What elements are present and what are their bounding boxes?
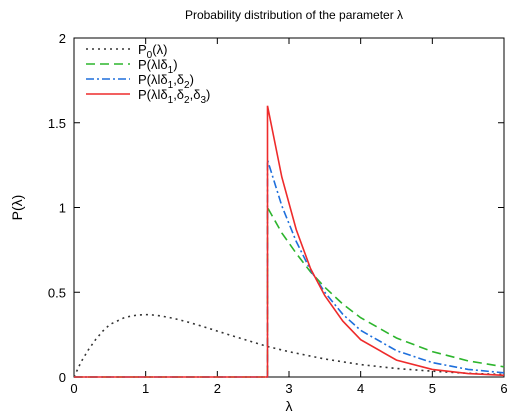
chart-title: Probability distribution of the paramete…: [185, 8, 403, 22]
x-tick-label-3: 3: [285, 381, 292, 396]
legend-label-3: P(λlδ1,δ2,δ3): [138, 87, 210, 106]
x-tick-label-4: 4: [357, 381, 364, 396]
posterior-3-series: [74, 105, 505, 378]
posterior-1-series: [74, 204, 505, 378]
posterior-2-series: [74, 159, 505, 378]
y-axis-label: P(λ): [9, 195, 25, 221]
y-tick-label-4: 2: [59, 31, 66, 46]
legend-label-2: P(λlδ1,δ2): [138, 72, 194, 91]
x-tick-label-1: 1: [142, 381, 149, 396]
x-tick-label-0: 0: [70, 381, 77, 396]
legend: P0(λ)P(λlδ1)P(λlδ1,δ2)P(λlδ1,δ2,δ3): [86, 42, 210, 106]
x-tick-label-6: 6: [500, 381, 507, 396]
x-axis-label: λ: [286, 398, 293, 414]
y-tick-label-0: 0: [59, 370, 66, 385]
x-tick-label-2: 2: [214, 381, 221, 396]
y-tick-label-3: 1.5: [48, 116, 66, 131]
y-tick-label-2: 1: [59, 201, 66, 216]
y-tick-label-1: 0.5: [48, 285, 66, 300]
legend-label-1: P(λlδ1): [138, 57, 178, 76]
legend-label-0: P0(λ): [138, 42, 167, 61]
series-layer: [73, 105, 505, 378]
tick-labels: 0 1 2 3 4 5 6 0 0.5 1 1.5 2: [48, 31, 508, 396]
prior-series: [73, 313, 505, 378]
axis-ticks: [73, 37, 505, 378]
x-tick-label-5: 5: [429, 381, 436, 396]
